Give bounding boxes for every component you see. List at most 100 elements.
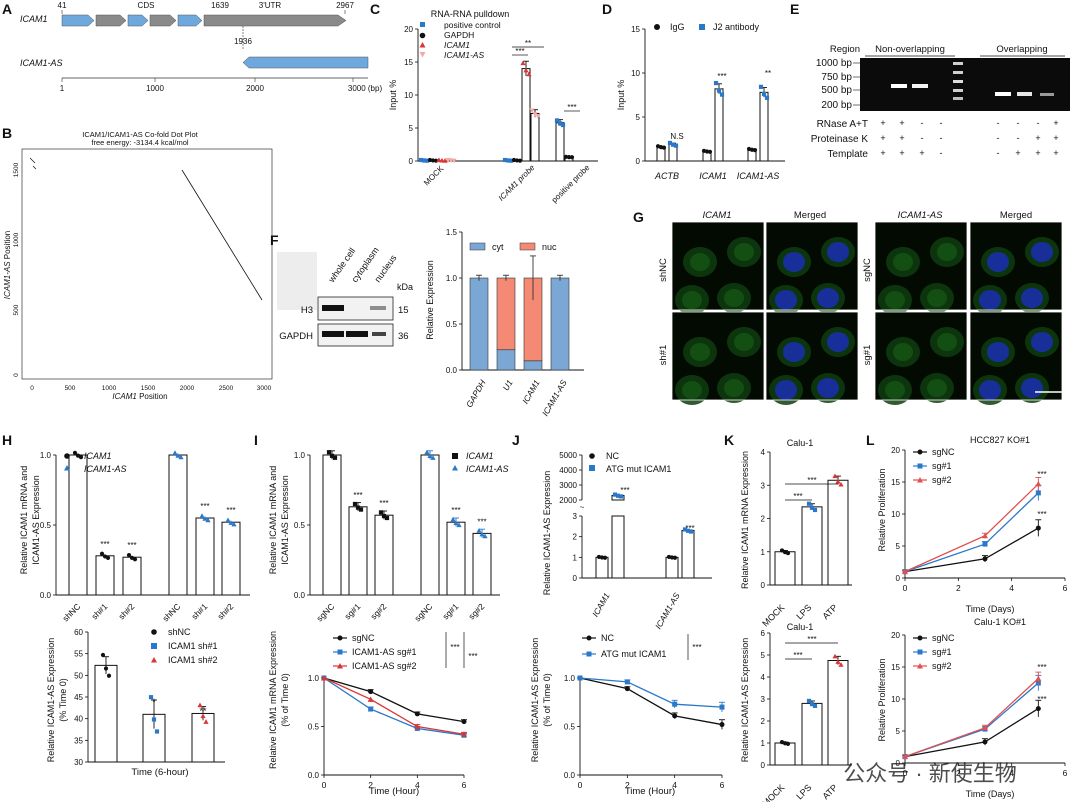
bar: [595, 556, 609, 579]
legend-marker: [337, 663, 343, 669]
data-point: [517, 158, 523, 163]
panel-j: J 2000 3000 4000 5000 0 1 2 3~ Relative ICAM1-A…: [512, 432, 725, 797]
legend-label: sgNC: [932, 447, 955, 457]
y-tick-label: 0.5: [294, 521, 306, 530]
data-point: [982, 739, 988, 745]
data-point: [806, 698, 812, 704]
data-point: [414, 723, 421, 729]
legend-label: NC: [601, 633, 614, 643]
y-axis-label: Relative Expression: [425, 260, 435, 340]
blot-kda: 36: [398, 331, 409, 342]
data-point: [368, 689, 374, 695]
data-point: [764, 95, 770, 100]
tile-border: [671, 311, 765, 401]
data-point: [716, 88, 722, 93]
chart-i-top: 0.0 0.5 1.0 sgNC sg#1 sg#2 sgNC sg#1 sg#2 *** *** *…: [294, 449, 500, 623]
panel-b: B ICAM1/ICAM1-AS Co-fold Dot Plot free e…: [2, 125, 273, 401]
legend-label: ICAM1: [444, 40, 470, 50]
y-axis-label: Input %: [616, 80, 626, 111]
data-point: [151, 717, 157, 722]
treatment-mark: -: [940, 148, 943, 158]
blot-band: [372, 332, 386, 336]
data-point: [812, 507, 818, 513]
cell-nucleus: [827, 332, 849, 352]
legend-label: ICAM1 sh#1: [168, 641, 218, 651]
blot-band: [346, 331, 368, 337]
bar-cyt: [469, 277, 489, 371]
data-point: [154, 729, 160, 734]
blot-row-label: H3: [301, 305, 313, 316]
tile-border: [969, 221, 1063, 311]
y-tick-label: 40: [74, 715, 83, 724]
data-point: [172, 450, 178, 455]
legend-marker: [699, 24, 705, 30]
complementarity-diagonal: [181, 169, 263, 301]
x-tick: 1000: [102, 385, 117, 392]
exon-2-arrow: [95, 14, 127, 27]
legend-marker: [917, 477, 923, 483]
chart-d: 0 5 10 15: [631, 25, 785, 166]
panel-g: G ICAM1 Merged ICAM1-AS Merged shNC sh#1…: [633, 209, 1063, 405]
y-tick-label: 20: [891, 446, 900, 455]
data-point: [713, 80, 719, 86]
legend-label: sgNC: [352, 633, 375, 643]
bp-label: 500 bp: [821, 85, 852, 96]
bar: [681, 529, 695, 579]
data-point: [569, 155, 575, 160]
series-line: [323, 677, 465, 736]
data-point: [832, 473, 838, 479]
chart-i-bot: 0.0 0.5 1.0 0 2 4 6: [308, 674, 467, 790]
data-point: [672, 555, 678, 560]
data-point: [103, 666, 109, 671]
x-tick-label: 2: [956, 768, 961, 778]
y-tick-label: 10: [404, 91, 413, 100]
x-category: sh#1: [89, 601, 109, 621]
data-point: [624, 686, 630, 692]
x-tick: 2500: [219, 385, 234, 392]
legend-label: ICAM1-AS sg#2: [352, 661, 417, 671]
pos-2967: 2967: [336, 1, 354, 10]
data-point: [99, 551, 105, 556]
bar-cyt: [496, 349, 516, 371]
y-tick-label: 35: [74, 736, 83, 745]
data-point: [902, 568, 908, 575]
panel-letter: B: [2, 125, 12, 141]
data-point: [368, 706, 374, 712]
panel-k: K Calu-1 0 1 2 3 4 Relative ICAM1 mRNA Expre…: [724, 432, 852, 802]
gel-band: [891, 84, 907, 88]
cell-signal: [690, 253, 710, 271]
gel-band: [912, 84, 928, 88]
y-axis-label: Relative ICAM1-AS Expression: [542, 471, 552, 596]
x-category: positive probe: [550, 163, 592, 205]
data-point: [231, 521, 237, 527]
cell-signal: [690, 343, 710, 361]
x-tick-label: 0: [322, 780, 327, 790]
ladder-band: [953, 89, 963, 92]
data-point: [682, 527, 688, 532]
data-point: [560, 122, 566, 128]
data-point: [688, 529, 694, 534]
y-axis-label: Relative ICAM1 mRNA and: [19, 466, 29, 575]
data-point: [809, 702, 815, 707]
legend-marker: [419, 32, 426, 39]
data-point: [812, 703, 818, 708]
data-point: [427, 453, 433, 458]
data-point: [719, 722, 725, 728]
y-tick-label: 5: [636, 113, 641, 122]
sig-label: **: [525, 39, 531, 48]
blot-h3: [317, 296, 394, 321]
x-tick-label: 4: [1009, 583, 1014, 593]
data-point: [326, 450, 332, 455]
chart-title: Calu-1: [787, 622, 814, 632]
legend-marker: [337, 635, 343, 641]
micrograph-row-label: shNC: [658, 258, 669, 282]
kda-label: kDa: [397, 282, 413, 292]
dot-cluster: [29, 157, 36, 164]
bar: [759, 91, 769, 162]
dotplot-xlabel: ICAM1 Position: [112, 392, 167, 401]
treatment-mark: +: [880, 133, 885, 143]
sig-label: ***: [717, 72, 726, 81]
pos-1639: 1639: [211, 1, 229, 10]
y-tick-label: 4: [761, 673, 766, 682]
x-axis-label: Time (Hour): [369, 786, 419, 797]
